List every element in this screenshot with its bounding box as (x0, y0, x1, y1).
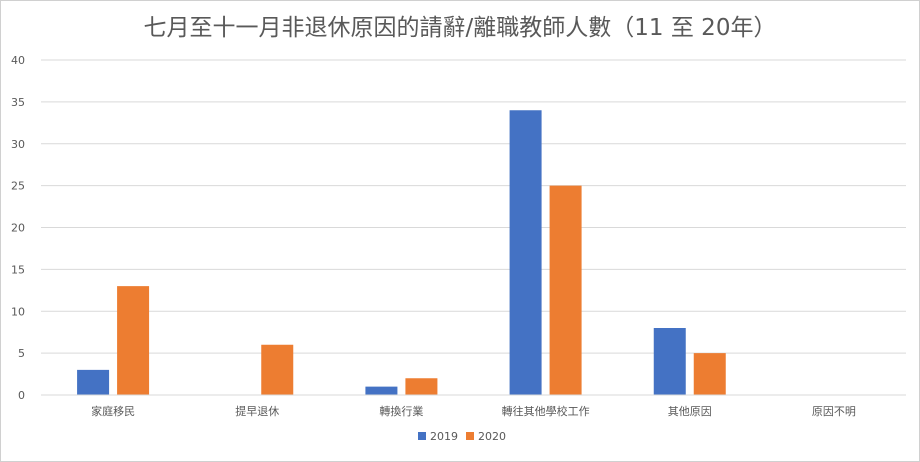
y-tick-label: 5 (18, 347, 25, 360)
bar-2019-4 (653, 328, 686, 395)
x-category-label: 其他原因 (668, 405, 712, 418)
y-axis-ticks: 0 5 10 15 20 25 30 35 40 (11, 54, 25, 402)
gridlines (41, 59, 906, 354)
y-tick-label: 30 (11, 138, 25, 151)
x-category-label: 原因不明 (812, 405, 856, 418)
x-category-label: 提早退休 (235, 405, 279, 418)
legend-label: 2020 (478, 430, 506, 443)
bar-2020-0 (117, 286, 150, 395)
chart-title: 七月至十一月非退休原因的請辭/離職教師人數（11 至 20年） (144, 15, 777, 41)
bars (77, 110, 726, 395)
y-tick-label: 15 (11, 263, 25, 276)
y-tick-label: 35 (11, 96, 25, 109)
legend-label: 2019 (430, 430, 458, 443)
legend-swatch-2019 (418, 432, 426, 440)
legend-swatch-2020 (466, 432, 474, 440)
x-axis-labels: 家庭移民 提早退休 轉換行業 轉往其他學校工作 其他原因 原因不明 (91, 404, 856, 418)
bar-2020-4 (693, 353, 726, 395)
bar-2019-2 (365, 386, 398, 395)
bar-2019-3 (509, 110, 542, 395)
y-tick-label: 40 (11, 54, 25, 67)
y-tick-label: 20 (11, 222, 25, 235)
legend: 2019 2020 (418, 430, 506, 443)
bar-2019-0 (77, 369, 110, 395)
y-tick-label: 25 (11, 180, 25, 193)
y-tick-label: 0 (18, 389, 25, 402)
x-category-label: 轉換行業 (379, 405, 423, 418)
bar-2020-2 (405, 378, 438, 395)
bar-2020-3 (549, 185, 582, 395)
bar-2020-1 (261, 344, 294, 395)
y-tick-label: 10 (11, 305, 25, 318)
x-category-label: 轉往其他學校工作 (502, 404, 590, 418)
x-category-label: 家庭移民 (91, 404, 135, 418)
